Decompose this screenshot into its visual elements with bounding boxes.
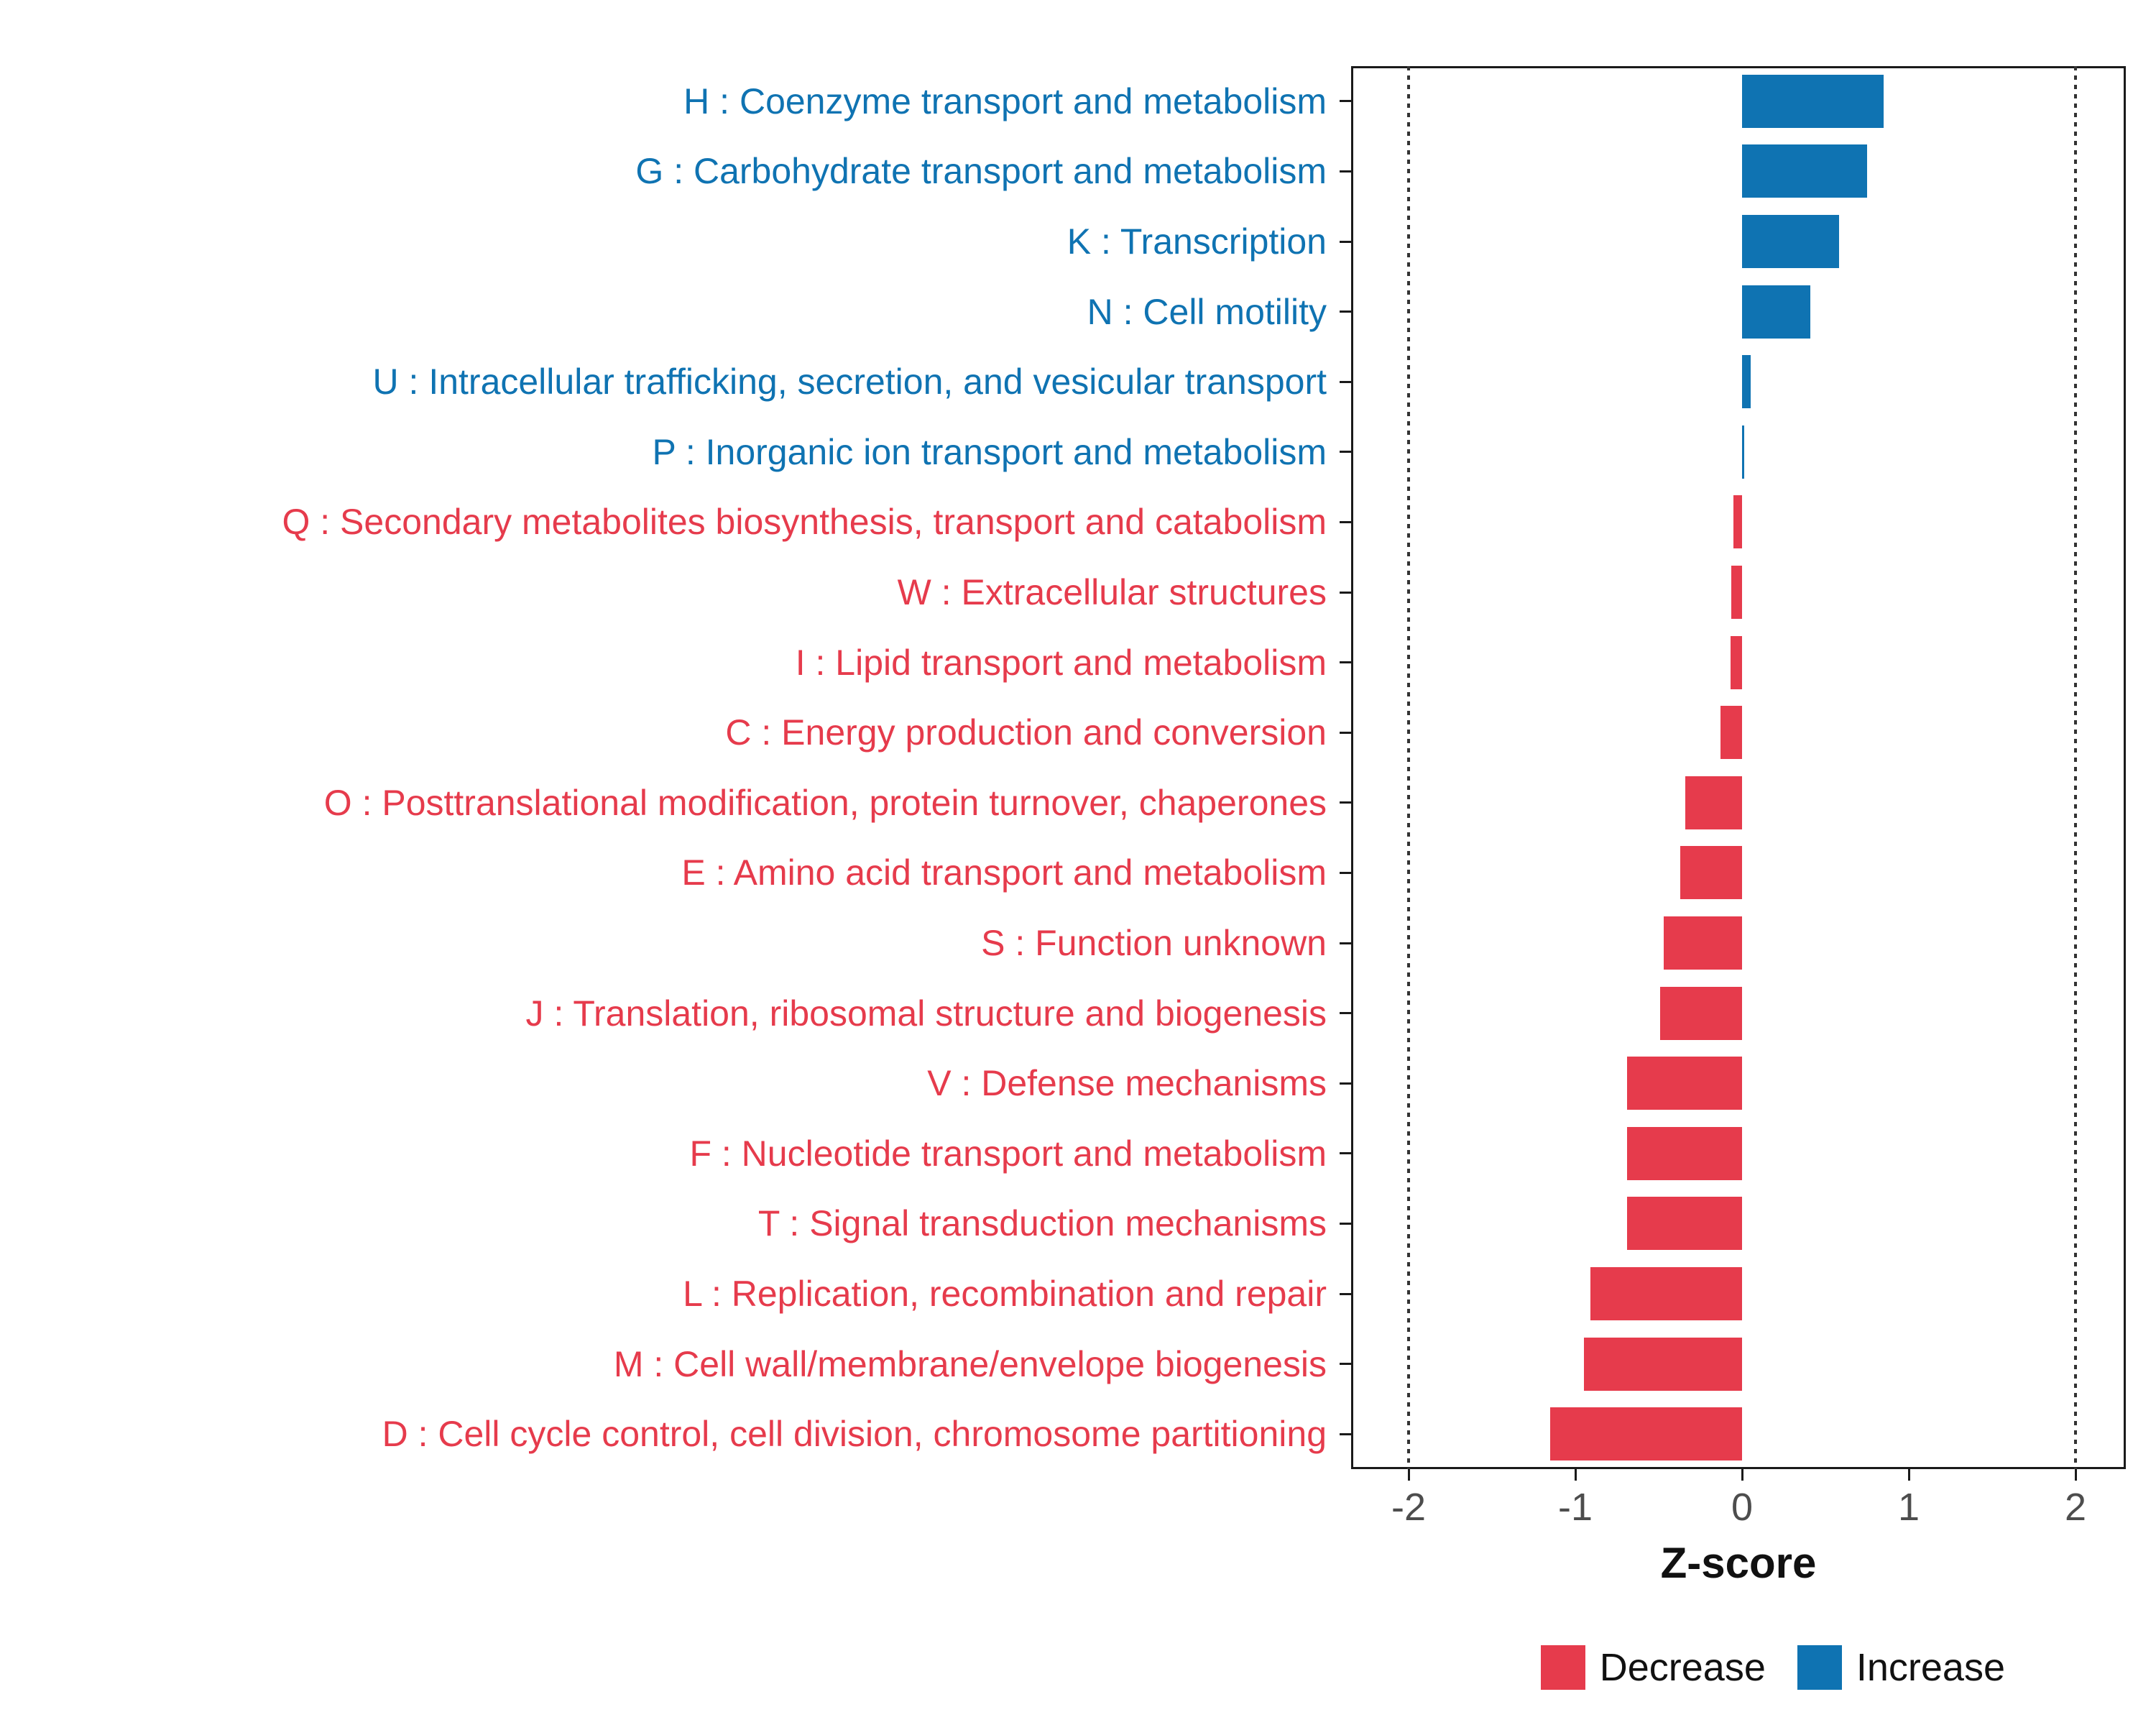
y-axis-label: P : Inorganic ion transport and metaboli…: [652, 431, 1327, 472]
y-axis-label: W : Extracellular structures: [897, 572, 1327, 612]
bar-G: [1742, 144, 1867, 198]
y-axis-tick: [1340, 1012, 1351, 1015]
bar-C: [1720, 706, 1742, 760]
y-axis-label: I : Lipid transport and metabolism: [795, 642, 1327, 683]
legend-label: Increase: [1856, 1646, 2005, 1689]
y-axis-label: L : Replication, recombination and repai…: [683, 1274, 1327, 1314]
y-axis-tick: [1340, 520, 1351, 523]
bar-T: [1626, 1197, 1742, 1251]
y-axis-tick: [1340, 1363, 1351, 1366]
y-axis-tick: [1340, 871, 1351, 874]
y-axis-label: E : Amino acid transport and metabolism: [681, 852, 1327, 893]
legend-item-increase: Increase: [1797, 1645, 2005, 1690]
legend-item-decrease: Decrease: [1540, 1645, 1766, 1690]
y-axis-label: Q : Secondary metabolites biosynthesis, …: [282, 502, 1327, 543]
bar-N: [1742, 285, 1811, 339]
bar-M: [1583, 1337, 1742, 1391]
y-axis-tick: [1340, 1082, 1351, 1085]
y-axis-tick: [1340, 731, 1351, 734]
bar-W: [1731, 566, 1742, 619]
x-axis-tick: [1407, 1469, 1410, 1481]
y-axis-tick: [1340, 100, 1351, 103]
y-axis-tick: [1340, 1292, 1351, 1295]
y-axis-label: J : Translation, ribosomal structure and…: [525, 993, 1327, 1034]
y-axis-label: C : Energy production and conversion: [725, 712, 1327, 753]
x-axis-tick-label: 2: [2064, 1486, 2087, 1529]
bar-S: [1663, 916, 1742, 970]
reference-line: [2074, 66, 2077, 1469]
y-axis-label: V : Defense mechanisms: [927, 1063, 1327, 1104]
x-axis-tick: [1574, 1469, 1577, 1481]
y-axis-tick: [1340, 170, 1351, 172]
y-axis-tick: [1340, 801, 1351, 804]
y-axis-tick: [1340, 1432, 1351, 1435]
x-axis-tick-label: 1: [1897, 1486, 1920, 1529]
y-axis-label: U : Intracellular trafficking, secretion…: [372, 362, 1327, 402]
y-axis-tick: [1340, 451, 1351, 454]
x-axis-tick-label: -2: [1391, 1486, 1426, 1529]
x-axis-tick-label: 0: [1731, 1486, 1754, 1529]
y-axis-tick: [1340, 240, 1351, 243]
bar-K: [1742, 215, 1839, 268]
y-axis-label: D : Cell cycle control, cell division, c…: [382, 1414, 1327, 1455]
y-axis-tick: [1340, 310, 1351, 313]
x-axis-tick: [1741, 1469, 1743, 1481]
x-axis-title: Z-score: [1660, 1539, 1817, 1587]
legend: Decrease Increase: [1540, 1644, 2005, 1690]
legend-label: Decrease: [1599, 1646, 1766, 1689]
bar-I: [1730, 635, 1742, 689]
x-axis-tick: [2074, 1469, 2077, 1481]
bar-V: [1626, 1057, 1742, 1110]
bar-Q: [1733, 495, 1742, 549]
decrease-swatch: [1540, 1645, 1585, 1690]
y-axis-label: H : Coenzyme transport and metabolism: [683, 80, 1327, 121]
y-axis-label: T : Signal transduction mechanisms: [757, 1203, 1327, 1244]
y-axis-tick: [1340, 591, 1351, 594]
y-axis-tick: [1340, 1222, 1351, 1225]
y-axis-tick: [1340, 942, 1351, 944]
bar-J: [1660, 986, 1742, 1040]
y-axis-label: O : Posttranslational modification, prot…: [323, 782, 1327, 823]
y-axis-label: N : Cell motility: [1087, 291, 1327, 332]
increase-swatch: [1797, 1645, 1842, 1690]
bar-D: [1550, 1407, 1742, 1461]
bar-U: [1742, 355, 1751, 409]
y-axis-tick: [1340, 1152, 1351, 1155]
y-axis-label: F : Nucleotide transport and metabolism: [689, 1133, 1327, 1174]
bar-L: [1590, 1267, 1742, 1320]
plot-panel: [1351, 66, 2126, 1469]
bar-H: [1742, 74, 1884, 128]
y-axis-label: M : Cell wall/membrane/envelope biogenes…: [613, 1343, 1327, 1384]
y-axis-label: G : Carbohydrate transport and metabolis…: [635, 151, 1327, 192]
reference-line: [1407, 66, 1410, 1469]
bar-F: [1626, 1126, 1742, 1180]
x-axis-tick-label: -1: [1557, 1486, 1593, 1529]
y-axis-label: K : Transcription: [1067, 221, 1327, 262]
bar-O: [1685, 776, 1742, 829]
y-axis-label: S : Function unknown: [981, 923, 1327, 963]
y-axis-tick: [1340, 661, 1351, 664]
x-axis-tick: [1907, 1469, 1910, 1481]
y-axis-tick: [1340, 380, 1351, 383]
bar-P: [1742, 425, 1745, 479]
bar-E: [1680, 846, 1742, 900]
